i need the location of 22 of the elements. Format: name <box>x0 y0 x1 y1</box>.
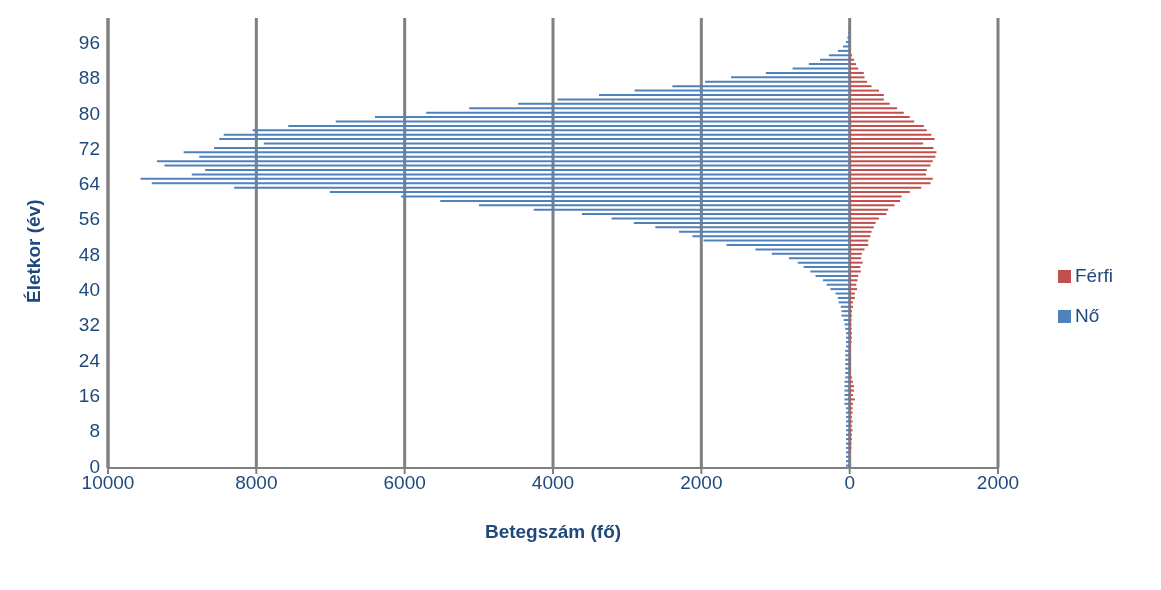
y-tick-label: 96 <box>78 32 100 54</box>
x-tick-label: 2000 <box>680 472 723 494</box>
y-tick-label: 8 <box>89 420 100 442</box>
x-tick-label: 8000 <box>235 472 278 494</box>
x-tick-label: 4000 <box>531 472 575 494</box>
x-tick-label: 2000 <box>976 472 1020 494</box>
legend-label: Férfi <box>1075 264 1113 286</box>
y-tick-label: 48 <box>78 243 100 265</box>
x-axis-title: Betegszám (fő) <box>484 521 622 542</box>
x-tick-label: 6000 <box>383 472 426 494</box>
y-tick-label: 16 <box>78 384 100 406</box>
y-tick-label: 64 <box>78 173 101 195</box>
legend-label: Nő <box>1075 304 1100 326</box>
y-tick-label: 24 <box>78 349 101 371</box>
y-tick-label: 72 <box>78 137 100 159</box>
y-tick-label: 40 <box>78 279 100 301</box>
x-tick-label: 0 <box>844 472 855 494</box>
y-axis-title: Életkor (év) <box>22 199 44 303</box>
y-tick-label: 56 <box>78 208 100 230</box>
y-tick-label: 88 <box>78 67 100 89</box>
y-tick-label: 80 <box>78 102 100 124</box>
y-tick-label: 32 <box>78 314 100 336</box>
